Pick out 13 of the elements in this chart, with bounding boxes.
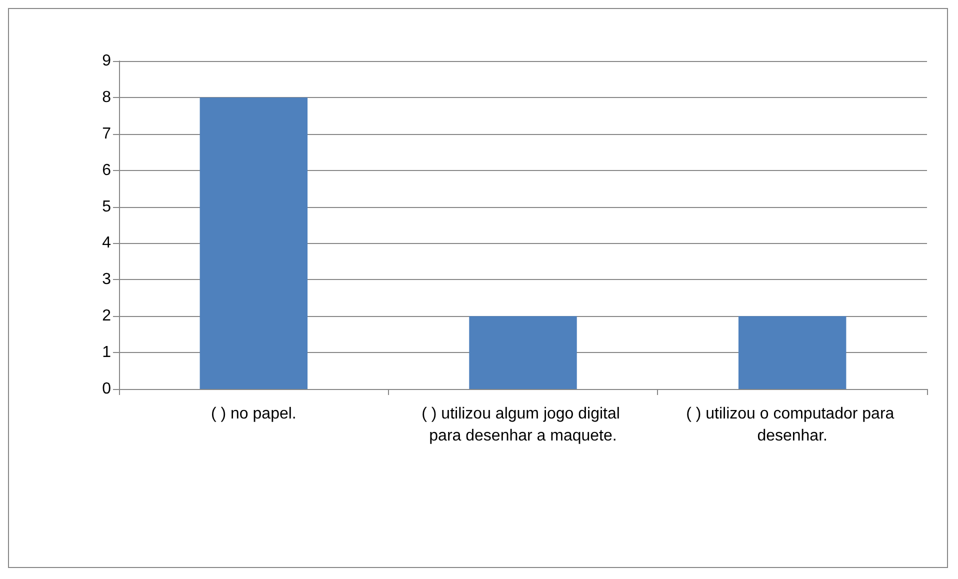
y-tick-label: 1 <box>102 344 112 362</box>
x-tick-label: ( ) utilizou o computador para desenhar. <box>686 406 899 444</box>
y-tick-label: 7 <box>102 125 112 142</box>
y-tick-label: 2 <box>102 308 112 325</box>
y-tick-label: 5 <box>102 198 112 216</box>
y-tick-label: 3 <box>102 271 112 288</box>
y-tick-label: 6 <box>102 162 112 179</box>
y-tick-label: 9 <box>102 52 112 70</box>
x-tick-label: ( ) no papel. <box>210 406 296 422</box>
y-tick-label: 0 <box>102 380 112 398</box>
x-tick-label: ( ) utilizou algum jogo digital para desenhar a maquete. <box>422 406 624 444</box>
y-tick-label: 4 <box>102 234 112 252</box>
y-tick-label: 8 <box>102 88 112 106</box>
